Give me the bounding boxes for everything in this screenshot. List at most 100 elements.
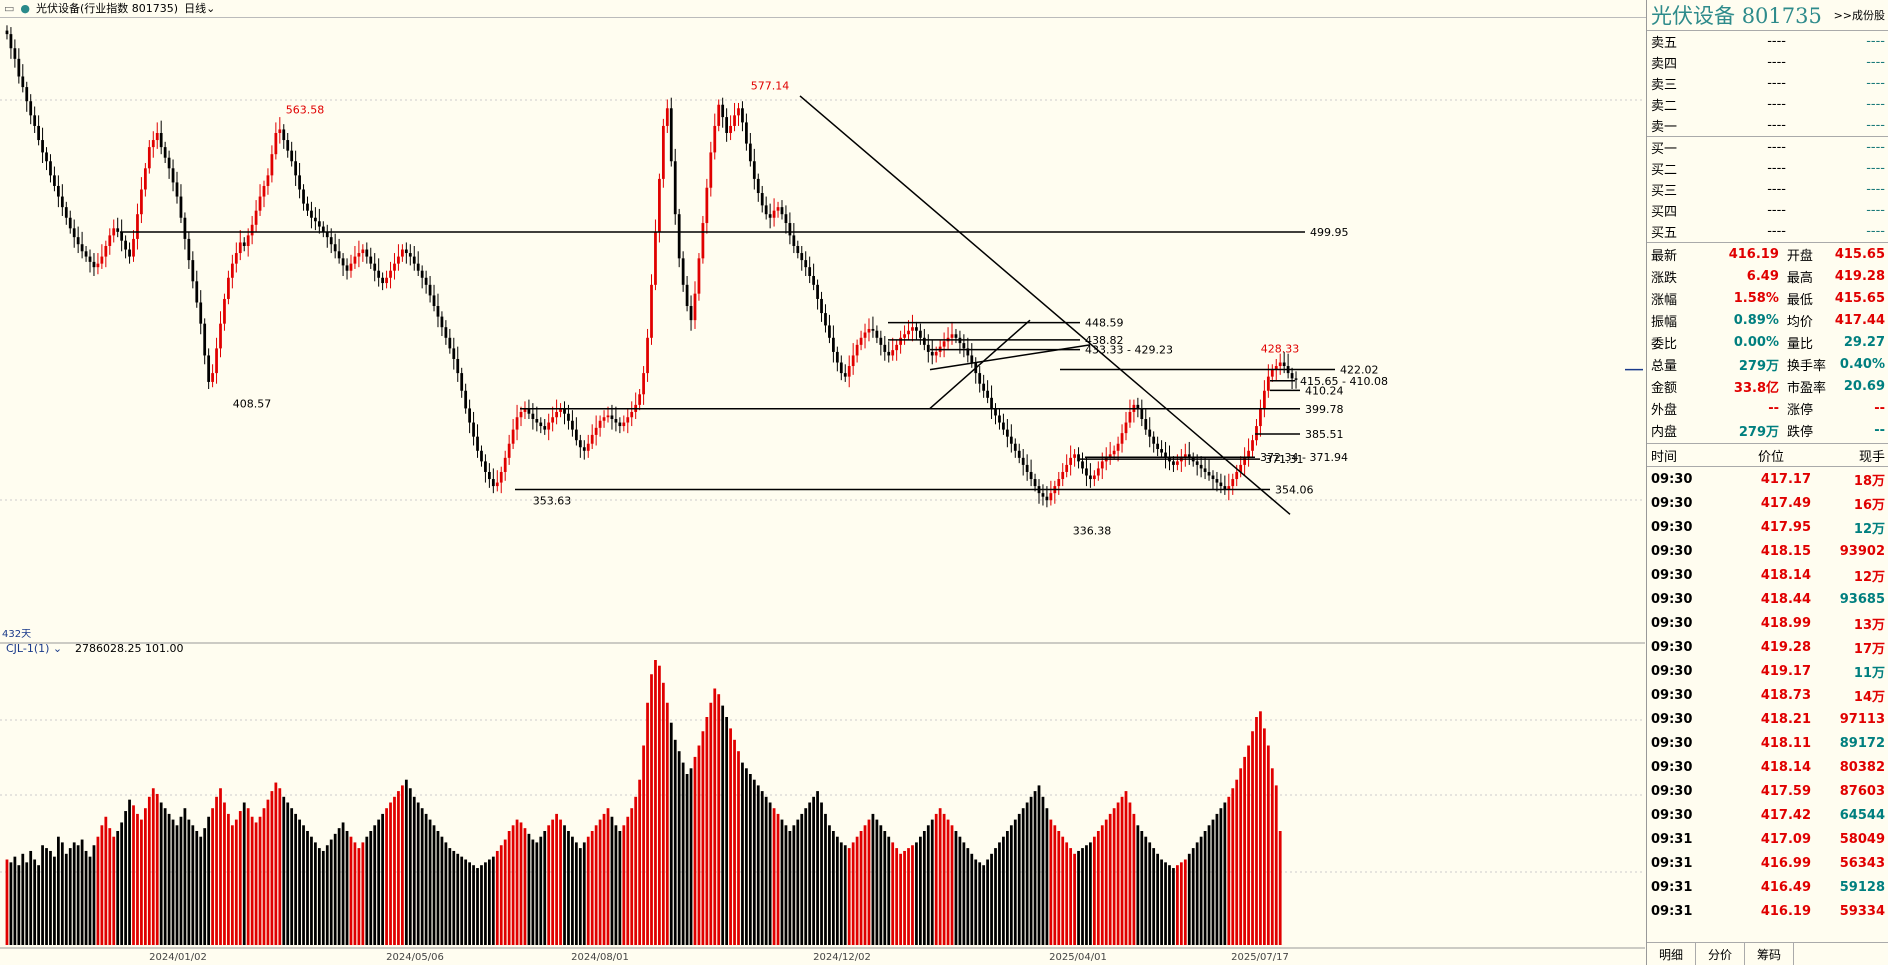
stock-code: 801735 bbox=[1741, 4, 1822, 28]
candle-body bbox=[835, 351, 839, 363]
candle-body bbox=[563, 408, 566, 414]
tab-detail[interactable]: 明细 bbox=[1647, 943, 1697, 965]
order-price: ---- bbox=[1767, 161, 1786, 176]
volume-bar bbox=[934, 813, 938, 945]
candle-body bbox=[401, 249, 404, 257]
volume-bar bbox=[393, 796, 396, 945]
trade-time: 09:30 bbox=[1651, 519, 1693, 535]
period-select[interactable]: 日线⌄ bbox=[184, 2, 216, 15]
volume-bar bbox=[551, 819, 555, 945]
candle-body bbox=[962, 343, 966, 349]
volume-bar bbox=[408, 788, 412, 945]
candle-body bbox=[124, 240, 127, 250]
volume-bar bbox=[1187, 853, 1191, 945]
volume-bar bbox=[1215, 813, 1219, 945]
candle-body bbox=[1231, 479, 1235, 487]
volume-bar bbox=[1278, 831, 1282, 945]
volume-bar bbox=[302, 825, 305, 945]
candle-body bbox=[499, 471, 503, 483]
trade-time: 09:30 bbox=[1651, 735, 1693, 751]
volume-bar bbox=[760, 791, 764, 945]
volume-bar bbox=[310, 836, 313, 945]
candle-body bbox=[1211, 475, 1215, 480]
volume-bar bbox=[1247, 745, 1250, 945]
trade-row: 09:30 417.17 18万 bbox=[1647, 467, 1888, 491]
volume-bar bbox=[1191, 848, 1195, 945]
volume-bar bbox=[507, 831, 511, 945]
volume-bar bbox=[543, 831, 547, 945]
candle-body bbox=[535, 419, 539, 423]
volume-bar bbox=[661, 682, 665, 945]
volume-bar bbox=[1132, 813, 1136, 945]
candle-body bbox=[665, 108, 669, 126]
order-book-row: 买一 ---- ---- bbox=[1647, 136, 1888, 158]
volume-bar bbox=[25, 862, 29, 945]
indicator-label[interactable]: CJL-1(1) ⌄ bbox=[6, 642, 62, 655]
candle-body bbox=[321, 226, 325, 232]
candle-body bbox=[531, 413, 535, 420]
volume-bar bbox=[120, 822, 124, 945]
candle-body bbox=[1085, 468, 1088, 476]
candle-body bbox=[104, 245, 108, 257]
volume-bar bbox=[187, 819, 191, 945]
candle-body bbox=[721, 104, 725, 118]
volume-bar bbox=[1251, 731, 1254, 945]
volume-bar bbox=[1021, 808, 1025, 945]
volume-bar bbox=[53, 856, 56, 945]
candle-body bbox=[191, 260, 195, 282]
tab-chips[interactable]: 筹码 bbox=[1745, 943, 1795, 965]
trade-volume: 12万 bbox=[1853, 569, 1885, 585]
tab-price[interactable]: 分价 bbox=[1696, 943, 1746, 965]
volume-bar bbox=[843, 845, 847, 945]
candle-body bbox=[752, 161, 756, 179]
candle-body bbox=[1120, 433, 1124, 444]
candle-body bbox=[930, 351, 934, 356]
chart-area[interactable]: 499.95 448.59 438.82 433.33 - 429.23 422.02 4… bbox=[0, 0, 1649, 965]
volume-bar bbox=[610, 816, 614, 945]
volume-bar bbox=[796, 819, 800, 945]
volume-bar bbox=[1069, 848, 1073, 945]
candle-body bbox=[737, 108, 740, 116]
volume-bar bbox=[195, 831, 199, 945]
candle-body bbox=[72, 228, 76, 238]
volume-bar bbox=[389, 802, 392, 945]
candle-body bbox=[151, 140, 155, 148]
trade-row: 09:30 418.14 12万 bbox=[1647, 563, 1888, 587]
trade-time: 09:30 bbox=[1651, 759, 1693, 775]
order-book-row: 卖一 ---- ---- bbox=[1647, 115, 1888, 136]
stat-value: 416.19 bbox=[1728, 246, 1779, 262]
volume-bar bbox=[436, 831, 440, 945]
stat-label: 最新 bbox=[1651, 248, 1678, 264]
volume-bar bbox=[179, 816, 183, 945]
constituents-link[interactable]: >>成份股 bbox=[1833, 9, 1885, 22]
annotation-label: 408.57 bbox=[233, 397, 272, 410]
volume-bar bbox=[780, 819, 784, 945]
volume-bar bbox=[290, 808, 294, 945]
trade-price: 418.99 bbox=[1760, 615, 1811, 631]
volume-bar bbox=[559, 819, 562, 945]
candle-body bbox=[452, 348, 456, 359]
volume-bar bbox=[1017, 813, 1021, 945]
volume-bar bbox=[650, 674, 653, 945]
stats-row: 涨跌 6.49 最高 419.28 bbox=[1647, 265, 1888, 287]
volume-bar bbox=[17, 865, 21, 945]
candle-body bbox=[1057, 479, 1061, 487]
menu-icon[interactable]: ▭ bbox=[4, 2, 15, 15]
volume-bar bbox=[733, 739, 736, 945]
candle-body bbox=[163, 147, 167, 158]
trade-volume: 18万 bbox=[1853, 473, 1885, 489]
volume-bar bbox=[1033, 791, 1037, 945]
candle-body bbox=[1172, 461, 1175, 465]
volume-bar bbox=[946, 819, 950, 945]
trade-time: 09:31 bbox=[1651, 855, 1693, 871]
candle-body bbox=[1148, 429, 1152, 437]
order-volume: ---- bbox=[1866, 161, 1885, 176]
candle-body bbox=[934, 351, 938, 356]
candle-body bbox=[17, 58, 21, 77]
x-tick-label: 2024/01/02 bbox=[149, 952, 207, 963]
volume-bar bbox=[875, 819, 879, 945]
candle-body bbox=[84, 251, 88, 257]
candle-body bbox=[337, 251, 341, 259]
candle-body bbox=[207, 355, 211, 382]
